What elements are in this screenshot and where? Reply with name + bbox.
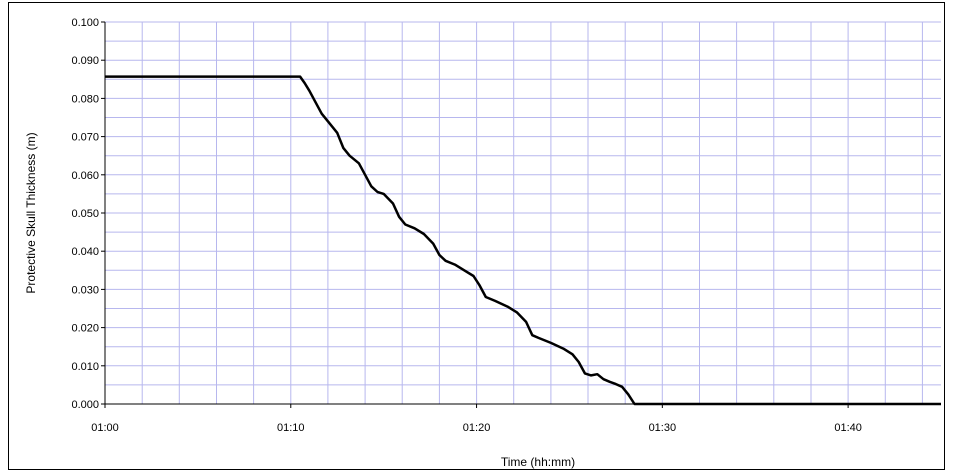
gridlines <box>105 21 941 404</box>
x-tick-label: 01:40 <box>834 422 862 434</box>
x-tick-label: 01:30 <box>649 422 677 434</box>
y-tick-label: 0.050 <box>71 208 99 220</box>
x-axis-title: Time (hh:mm) <box>501 455 575 469</box>
y-tick-label: 0.100 <box>71 17 99 29</box>
y-tick-label: 0.040 <box>71 246 99 258</box>
series-line <box>105 75 941 406</box>
tick-labels: 0.000 0.010 0.020 0.030 0.040 0.050 0.060 0.070… <box>71 17 861 434</box>
x-tick-label: 01:10 <box>277 422 305 434</box>
y-tick-label: 0.010 <box>71 361 99 373</box>
y-tick-label: 0.000 <box>71 399 99 411</box>
x-tick-label: 01:20 <box>463 422 491 434</box>
y-tick-label: 0.080 <box>71 93 99 105</box>
y-tick-label: 0.030 <box>71 284 99 296</box>
y-tick-label: 0.090 <box>71 55 99 67</box>
chart-frame: 0.000 0.010 0.020 0.030 0.040 0.050 0.060 0.070… <box>8 2 945 470</box>
line-chart: 0.000 0.010 0.020 0.030 0.040 0.050 0.060 0.070… <box>24 17 941 469</box>
y-tick-label: 0.020 <box>71 323 99 335</box>
y-axis-title: Protective Skull Thickness (m) <box>24 132 38 293</box>
series-lines <box>105 75 941 406</box>
x-tick-label: 01:00 <box>91 422 119 434</box>
y-tick-label: 0.060 <box>71 170 99 182</box>
y-tick-label: 0.070 <box>71 132 99 144</box>
